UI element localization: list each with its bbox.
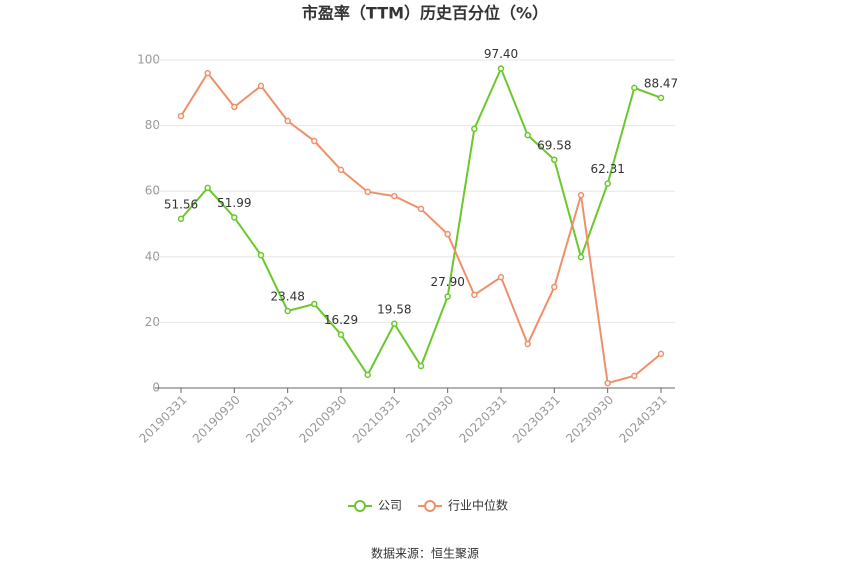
data-point — [311, 137, 318, 145]
data-point — [551, 156, 558, 164]
data-label: 16.29 — [324, 313, 358, 327]
data-point — [497, 273, 505, 281]
data-point — [657, 350, 665, 358]
data-point — [657, 94, 665, 102]
data-point — [257, 251, 265, 259]
source-note: 数据来源：恒生聚源 — [371, 546, 479, 561]
data-point — [524, 340, 531, 348]
series-line — [180, 71, 662, 385]
x-tick-label: 20230930 — [563, 393, 616, 446]
y-tick-label: 40 — [145, 249, 160, 263]
data-point — [497, 65, 505, 72]
x-tick-label: 20220331 — [457, 393, 510, 446]
x-tick-label: 20190930 — [190, 393, 243, 446]
y-tick-label: 100 — [137, 53, 160, 67]
x-tick-label: 20240331 — [617, 393, 670, 446]
data-point — [471, 125, 478, 133]
data-point — [231, 214, 238, 221]
y-tick-label: 60 — [145, 184, 160, 198]
data-label: 88.47 — [644, 76, 678, 90]
legend-label: 公司 — [378, 499, 402, 513]
chart-title: 市盈率（TTM）历史百分位（%） — [302, 4, 548, 23]
x-tick-label: 20190331 — [137, 393, 190, 446]
data-label: 62.31 — [590, 162, 624, 176]
data-point — [417, 205, 425, 213]
data-point — [391, 192, 398, 200]
data-label: 19.58 — [377, 302, 411, 316]
data-label: 97.40 — [484, 47, 518, 61]
data-point — [577, 253, 585, 261]
data-point — [471, 291, 478, 299]
data-label: 51.56 — [164, 197, 198, 211]
data-point — [311, 300, 318, 308]
data-point — [604, 180, 611, 187]
data-label: 51.99 — [217, 196, 251, 210]
data-point — [524, 131, 531, 139]
data-point — [444, 293, 451, 300]
data-point — [364, 371, 371, 379]
data-label: 23.48 — [270, 289, 304, 303]
data-point — [204, 184, 211, 192]
data-point — [257, 82, 265, 90]
x-tick-label: 20200331 — [243, 393, 296, 446]
data-point — [631, 372, 638, 380]
data-point — [337, 331, 345, 338]
data-point — [364, 188, 371, 196]
data-point — [231, 103, 238, 111]
data-point — [604, 379, 611, 387]
x-tick-label: 20210930 — [403, 393, 456, 446]
data-point — [631, 84, 638, 92]
data-point — [551, 283, 558, 291]
data-point — [284, 307, 291, 315]
y-tick-label: 80 — [145, 118, 160, 132]
legend-marker — [424, 500, 437, 512]
data-point — [284, 117, 291, 125]
data-point — [204, 69, 211, 77]
x-tick-label: 20230331 — [510, 393, 563, 446]
data-point — [417, 362, 425, 370]
series-line — [180, 65, 662, 377]
data-point — [577, 191, 585, 199]
data-point — [337, 166, 345, 174]
x-tick-label: 20210331 — [350, 393, 403, 446]
legend-marker — [354, 500, 366, 512]
data-point — [444, 230, 451, 238]
x-tick-label: 20200930 — [297, 393, 350, 446]
y-tick-label: 20 — [145, 315, 160, 329]
legend-label: 行业中位数 — [448, 498, 508, 513]
data-label: 69.58 — [537, 138, 571, 152]
data-point — [177, 112, 185, 120]
data-label: 27.90 — [430, 275, 464, 289]
data-point — [391, 320, 398, 328]
data-point — [177, 215, 185, 223]
